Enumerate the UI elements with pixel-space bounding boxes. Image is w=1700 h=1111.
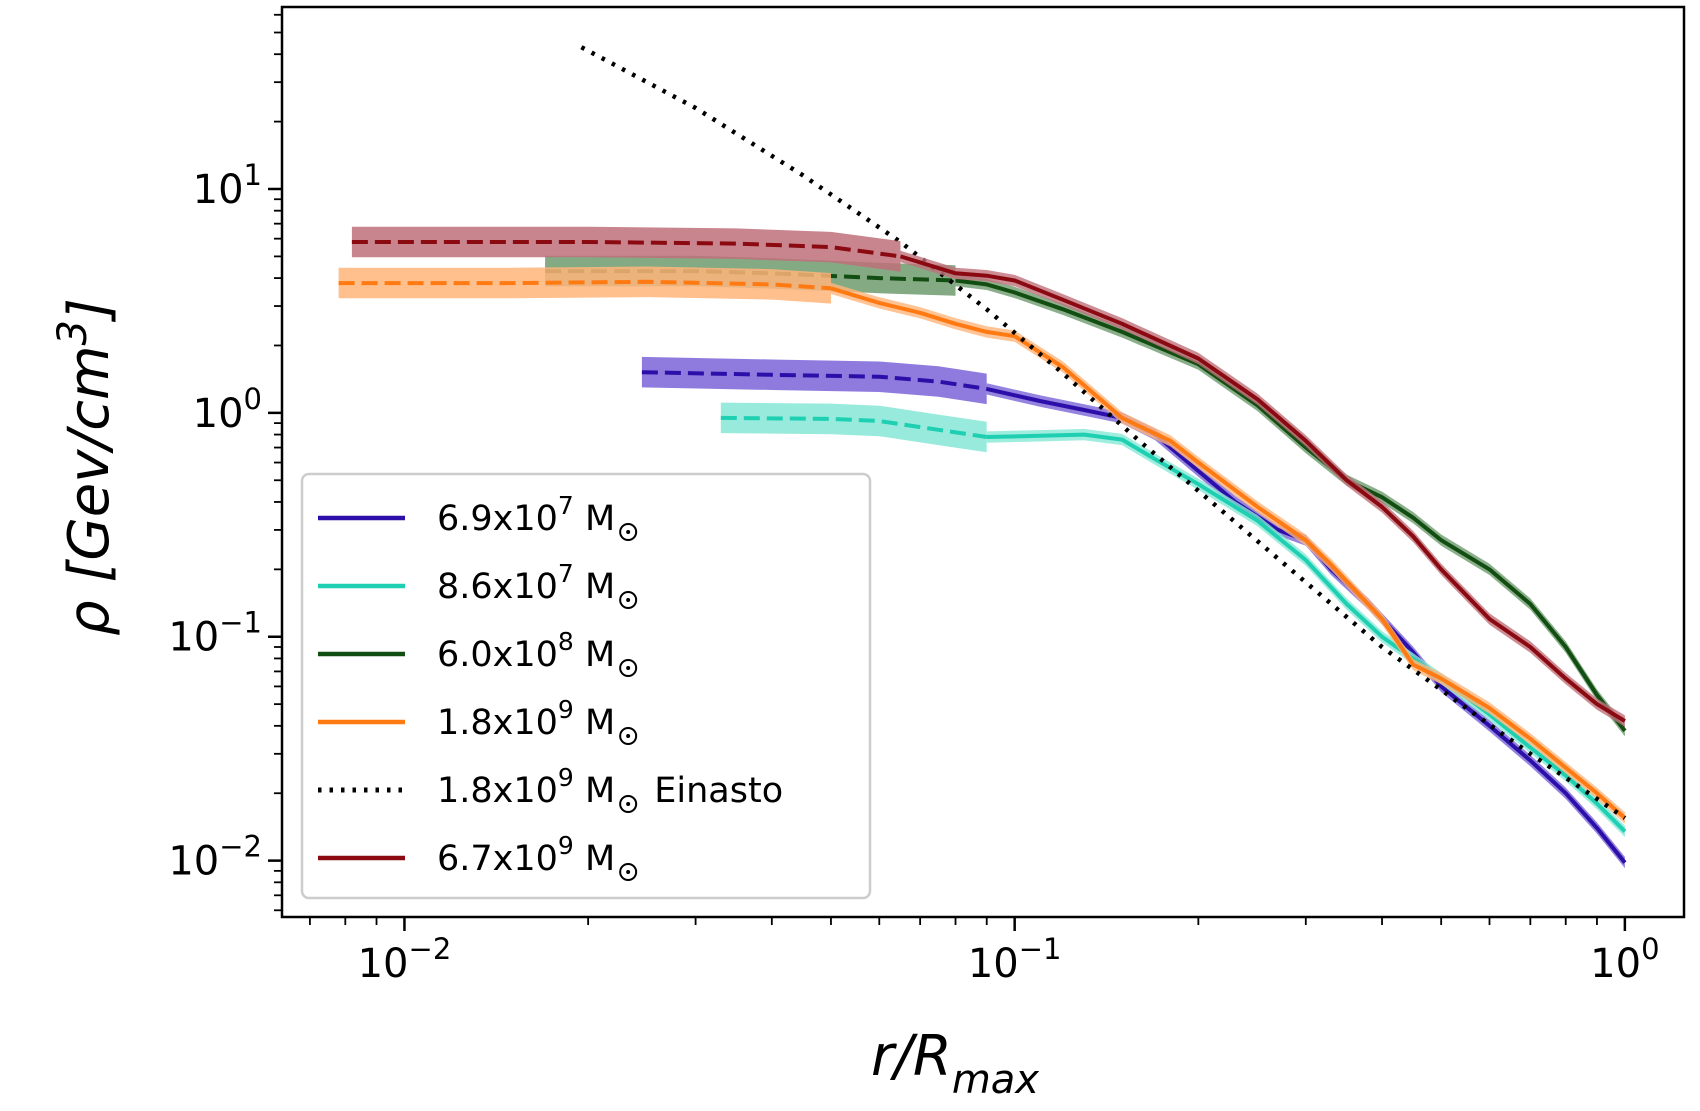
legend-label: 1.8x109 M Einasto — [437, 763, 783, 811]
legend-frame — [300, 472, 872, 900]
y-tick-label: 10−1 — [168, 606, 262, 661]
series-6 — [351, 226, 1626, 727]
major-ticks — [268, 187, 1627, 931]
x-axis-title: r/Rmax — [871, 1024, 1039, 1103]
solar-mass-symbol-dot — [626, 530, 631, 534]
solar-mass-symbol-dot — [626, 870, 631, 874]
legend-entry: 1.8x109 M — [318, 695, 638, 745]
solar-mass-symbol-dot — [626, 802, 631, 806]
legend-label: 6.9x107 M — [437, 491, 615, 539]
y-axis-title: ρ [Gev/cm3] — [50, 298, 122, 636]
core-fit-line — [641, 370, 987, 391]
minor-ticks — [274, 13, 1598, 925]
legend-label: 1.8x109 M — [437, 695, 615, 743]
legend-entry: 8.6x107 M — [318, 559, 638, 609]
core-uncertainty-band — [641, 356, 987, 405]
density-profile-line — [899, 254, 1626, 723]
solar-mass-symbol — [619, 659, 638, 677]
legend-entry: 1.8x109 M Einasto — [318, 763, 783, 813]
legend-label: 8.6x107 M — [437, 559, 615, 607]
einasto-fit-line — [580, 45, 1627, 820]
x-tick-label: 10−1 — [968, 932, 1062, 987]
series-4 — [338, 266, 1627, 824]
solar-mass-symbol-dot — [626, 598, 631, 602]
legend-entry: 6.7x109 M — [318, 831, 638, 881]
solar-mass-symbol — [619, 795, 638, 813]
density-profile-line — [830, 286, 1627, 820]
y-tick-label: 101 — [193, 158, 262, 213]
y-tick-labels: 10−2 10−1 100 101 — [168, 158, 262, 885]
x-tick-labels: 10−2 10−1 100 — [358, 932, 1660, 987]
core-fit-line — [338, 279, 832, 291]
solar-mass-symbol — [619, 863, 638, 881]
legend: 6.9x107 M 8.6x107 M 6.0x108 M 1.8x109 M 1.8x… — [300, 472, 872, 900]
core-uncertainty-band — [338, 266, 831, 304]
solar-mass-symbol — [619, 591, 638, 609]
density-profile-line — [986, 432, 1627, 833]
legend-label: 6.0x108 M — [437, 627, 615, 675]
series-5 — [580, 45, 1627, 820]
legend-label: 6.7x109 M — [437, 831, 615, 879]
core-fit-line — [720, 415, 987, 439]
core-uncertainty-band — [720, 402, 987, 453]
core-uncertainty-band — [351, 226, 901, 272]
solar-mass-symbol — [619, 523, 638, 541]
legend-entry: 6.0x108 M — [318, 627, 638, 677]
legend-entry: 6.9x107 M — [318, 491, 638, 541]
legend-entries: 6.9x107 M 8.6x107 M 6.0x108 M 1.8x109 M 1.8x… — [318, 491, 783, 881]
plot-frame — [280, 5, 1686, 919]
y-tick-label: 10−2 — [168, 830, 262, 885]
series-layer — [338, 45, 1627, 869]
solar-mass-symbol-dot — [626, 734, 631, 738]
y-tick-label: 100 — [193, 382, 262, 437]
series-2 — [720, 402, 1627, 838]
x-tick-label: 10−2 — [358, 932, 452, 987]
solar-mass-symbol-dot — [626, 666, 631, 670]
solar-mass-symbol — [619, 727, 638, 745]
x-tick-label: 100 — [1590, 932, 1659, 987]
